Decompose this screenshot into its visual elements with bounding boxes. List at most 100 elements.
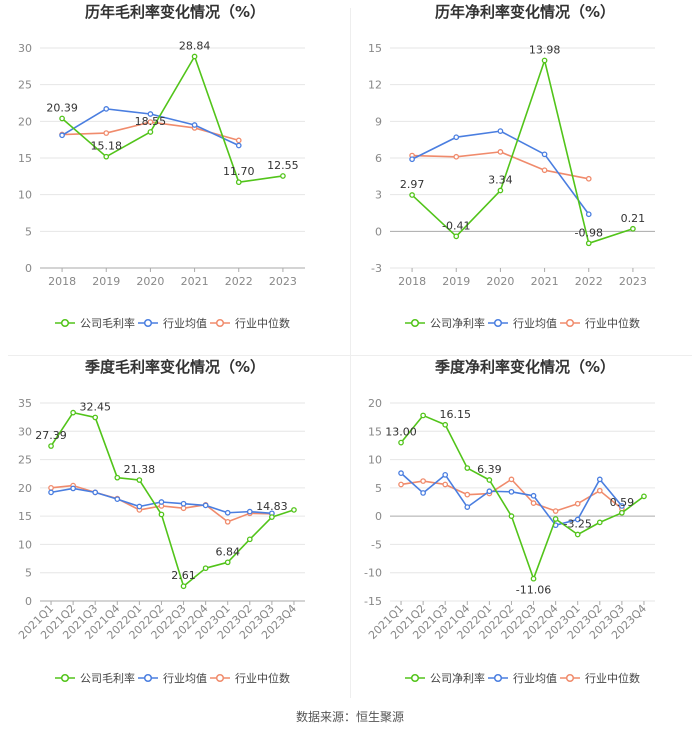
point-industry_median <box>585 175 592 182</box>
point-company <box>641 493 647 500</box>
data-label: 6.39 <box>477 463 502 476</box>
point-industry_avg <box>497 128 504 134</box>
y-tick-label: 0 <box>375 510 382 523</box>
point-industry_avg <box>409 156 415 163</box>
horizontal-divider <box>8 355 692 356</box>
legend-marker-company <box>410 318 420 328</box>
legend-label-industry_median[interactable]: 行业中位数 <box>235 316 290 330</box>
point-company <box>398 439 404 446</box>
data-label: -0.41 <box>442 219 470 232</box>
data-label: 0.21 <box>621 212 646 225</box>
legend-label-industry_avg[interactable]: 行业均值 <box>163 672 207 685</box>
point-industry_median <box>596 487 603 494</box>
chart-title: 季度毛利率变化情况（%） <box>85 358 265 376</box>
point-company <box>246 536 253 543</box>
x-tick-label: 2022 <box>575 275 603 288</box>
point-company <box>70 409 76 416</box>
point-industry_median <box>453 153 460 160</box>
x-tick-label: 2021 <box>531 275 559 288</box>
point-industry_median <box>508 476 515 483</box>
legend-marker-industry_median <box>565 318 575 328</box>
point-industry_avg <box>147 111 154 117</box>
point-industry_median <box>48 485 54 491</box>
point-company <box>114 474 121 481</box>
x-tick-label: 2018 <box>398 275 426 288</box>
series-line-company <box>50 411 295 588</box>
data-source-note: 数据来源：恒生聚源 <box>295 710 404 724</box>
point-company <box>191 53 198 60</box>
point-industry_avg <box>508 488 515 495</box>
point-industry_avg <box>246 508 253 515</box>
point-industry_median <box>530 500 537 506</box>
point-company <box>420 412 426 419</box>
y-tick-label: 10 <box>18 189 32 202</box>
chart-title: 季度净利率变化情况（%） <box>435 358 615 376</box>
point-industry_avg <box>114 496 121 503</box>
point-industry_median <box>552 508 559 514</box>
y-tick-label: 10 <box>18 538 32 551</box>
point-industry_avg <box>574 516 581 523</box>
point-industry_avg <box>486 488 493 495</box>
point-industry_median <box>541 167 548 174</box>
vertical-divider <box>350 8 351 698</box>
data-label: 12.55 <box>267 159 299 172</box>
legend-label-industry_avg[interactable]: 行业均值 <box>163 317 207 330</box>
legend-label-industry_avg[interactable]: 行业均值 <box>513 317 557 330</box>
series-line-company <box>400 414 645 580</box>
legend-label-company[interactable]: 公司毛利率 <box>80 316 135 330</box>
data-label: 11.70 <box>223 165 255 178</box>
legend-marker-company <box>60 318 70 328</box>
point-company <box>224 559 231 566</box>
point-industry_avg <box>442 471 449 478</box>
x-tick-label: 2018 <box>48 275 76 288</box>
data-label: 28.84 <box>179 40 211 53</box>
chart-annual-gross: 历年毛利率变化情况（%） 0 5 10 15 20 25 30 2018 2019 2020 2021… <box>18 3 305 330</box>
data-label: 21.38 <box>124 463 156 476</box>
legend-label-company[interactable]: 公司净利率 <box>430 671 485 685</box>
point-industry_avg <box>530 492 537 499</box>
y-tick-label: 3 <box>375 189 382 202</box>
legend-label-industry_median[interactable]: 行业中位数 <box>235 671 290 685</box>
point-industry_avg <box>136 503 143 510</box>
point-industry_median <box>398 481 404 488</box>
legend-marker-company <box>60 673 70 683</box>
legend-marker-industry_median <box>215 318 225 328</box>
legend-label-industry_median[interactable]: 行业中位数 <box>585 671 640 685</box>
point-industry_avg <box>541 151 548 158</box>
point-company <box>541 57 548 64</box>
y-tick-label: -5 <box>371 538 382 551</box>
point-industry_median <box>224 518 231 525</box>
point-company <box>180 583 187 590</box>
x-tick-label: 2023 <box>269 275 297 288</box>
y-tick-label: 12 <box>368 79 382 92</box>
point-company <box>497 187 504 194</box>
legend-marker-industry_median <box>215 673 225 683</box>
legend-label-company[interactable]: 公司净利率 <box>430 316 485 330</box>
point-industry_median <box>147 119 154 125</box>
chart-annual-net: 历年净利率变化情况（%） -3 0 3 6 9 12 15 2018 2019 2020 2021 20… <box>368 3 655 330</box>
y-tick-label: 15 <box>368 42 382 55</box>
chart-quarterly-net: 季度净利率变化情况（%）-15-10-5051015202021Q12021Q2… <box>364 358 655 685</box>
chart-title: 历年净利率变化情况（%） <box>435 3 615 21</box>
legend-label-industry_avg[interactable]: 行业均值 <box>513 672 557 685</box>
data-label: -0.98 <box>575 226 603 239</box>
point-company <box>464 465 471 471</box>
point-industry_avg <box>619 503 625 509</box>
point-industry_avg <box>180 500 187 507</box>
point-industry_avg <box>585 211 592 218</box>
legend-label-industry_median[interactable]: 行业中位数 <box>585 316 640 330</box>
y-tick-label: -15 <box>364 595 382 608</box>
legend-marker-industry_avg <box>143 318 153 328</box>
data-label: 0.59 <box>610 496 635 509</box>
y-tick-label: 0 <box>25 262 32 275</box>
point-company <box>269 514 275 520</box>
legend-marker-industry_avg <box>493 318 503 328</box>
y-tick-label: 5 <box>25 567 32 580</box>
point-company <box>280 173 286 179</box>
data-label: 2.61 <box>171 569 196 582</box>
point-company <box>442 421 449 428</box>
x-tick-label: 2020 <box>486 275 514 288</box>
point-company <box>596 519 603 526</box>
point-company <box>158 511 165 518</box>
legend-label-company[interactable]: 公司毛利率 <box>80 671 135 685</box>
